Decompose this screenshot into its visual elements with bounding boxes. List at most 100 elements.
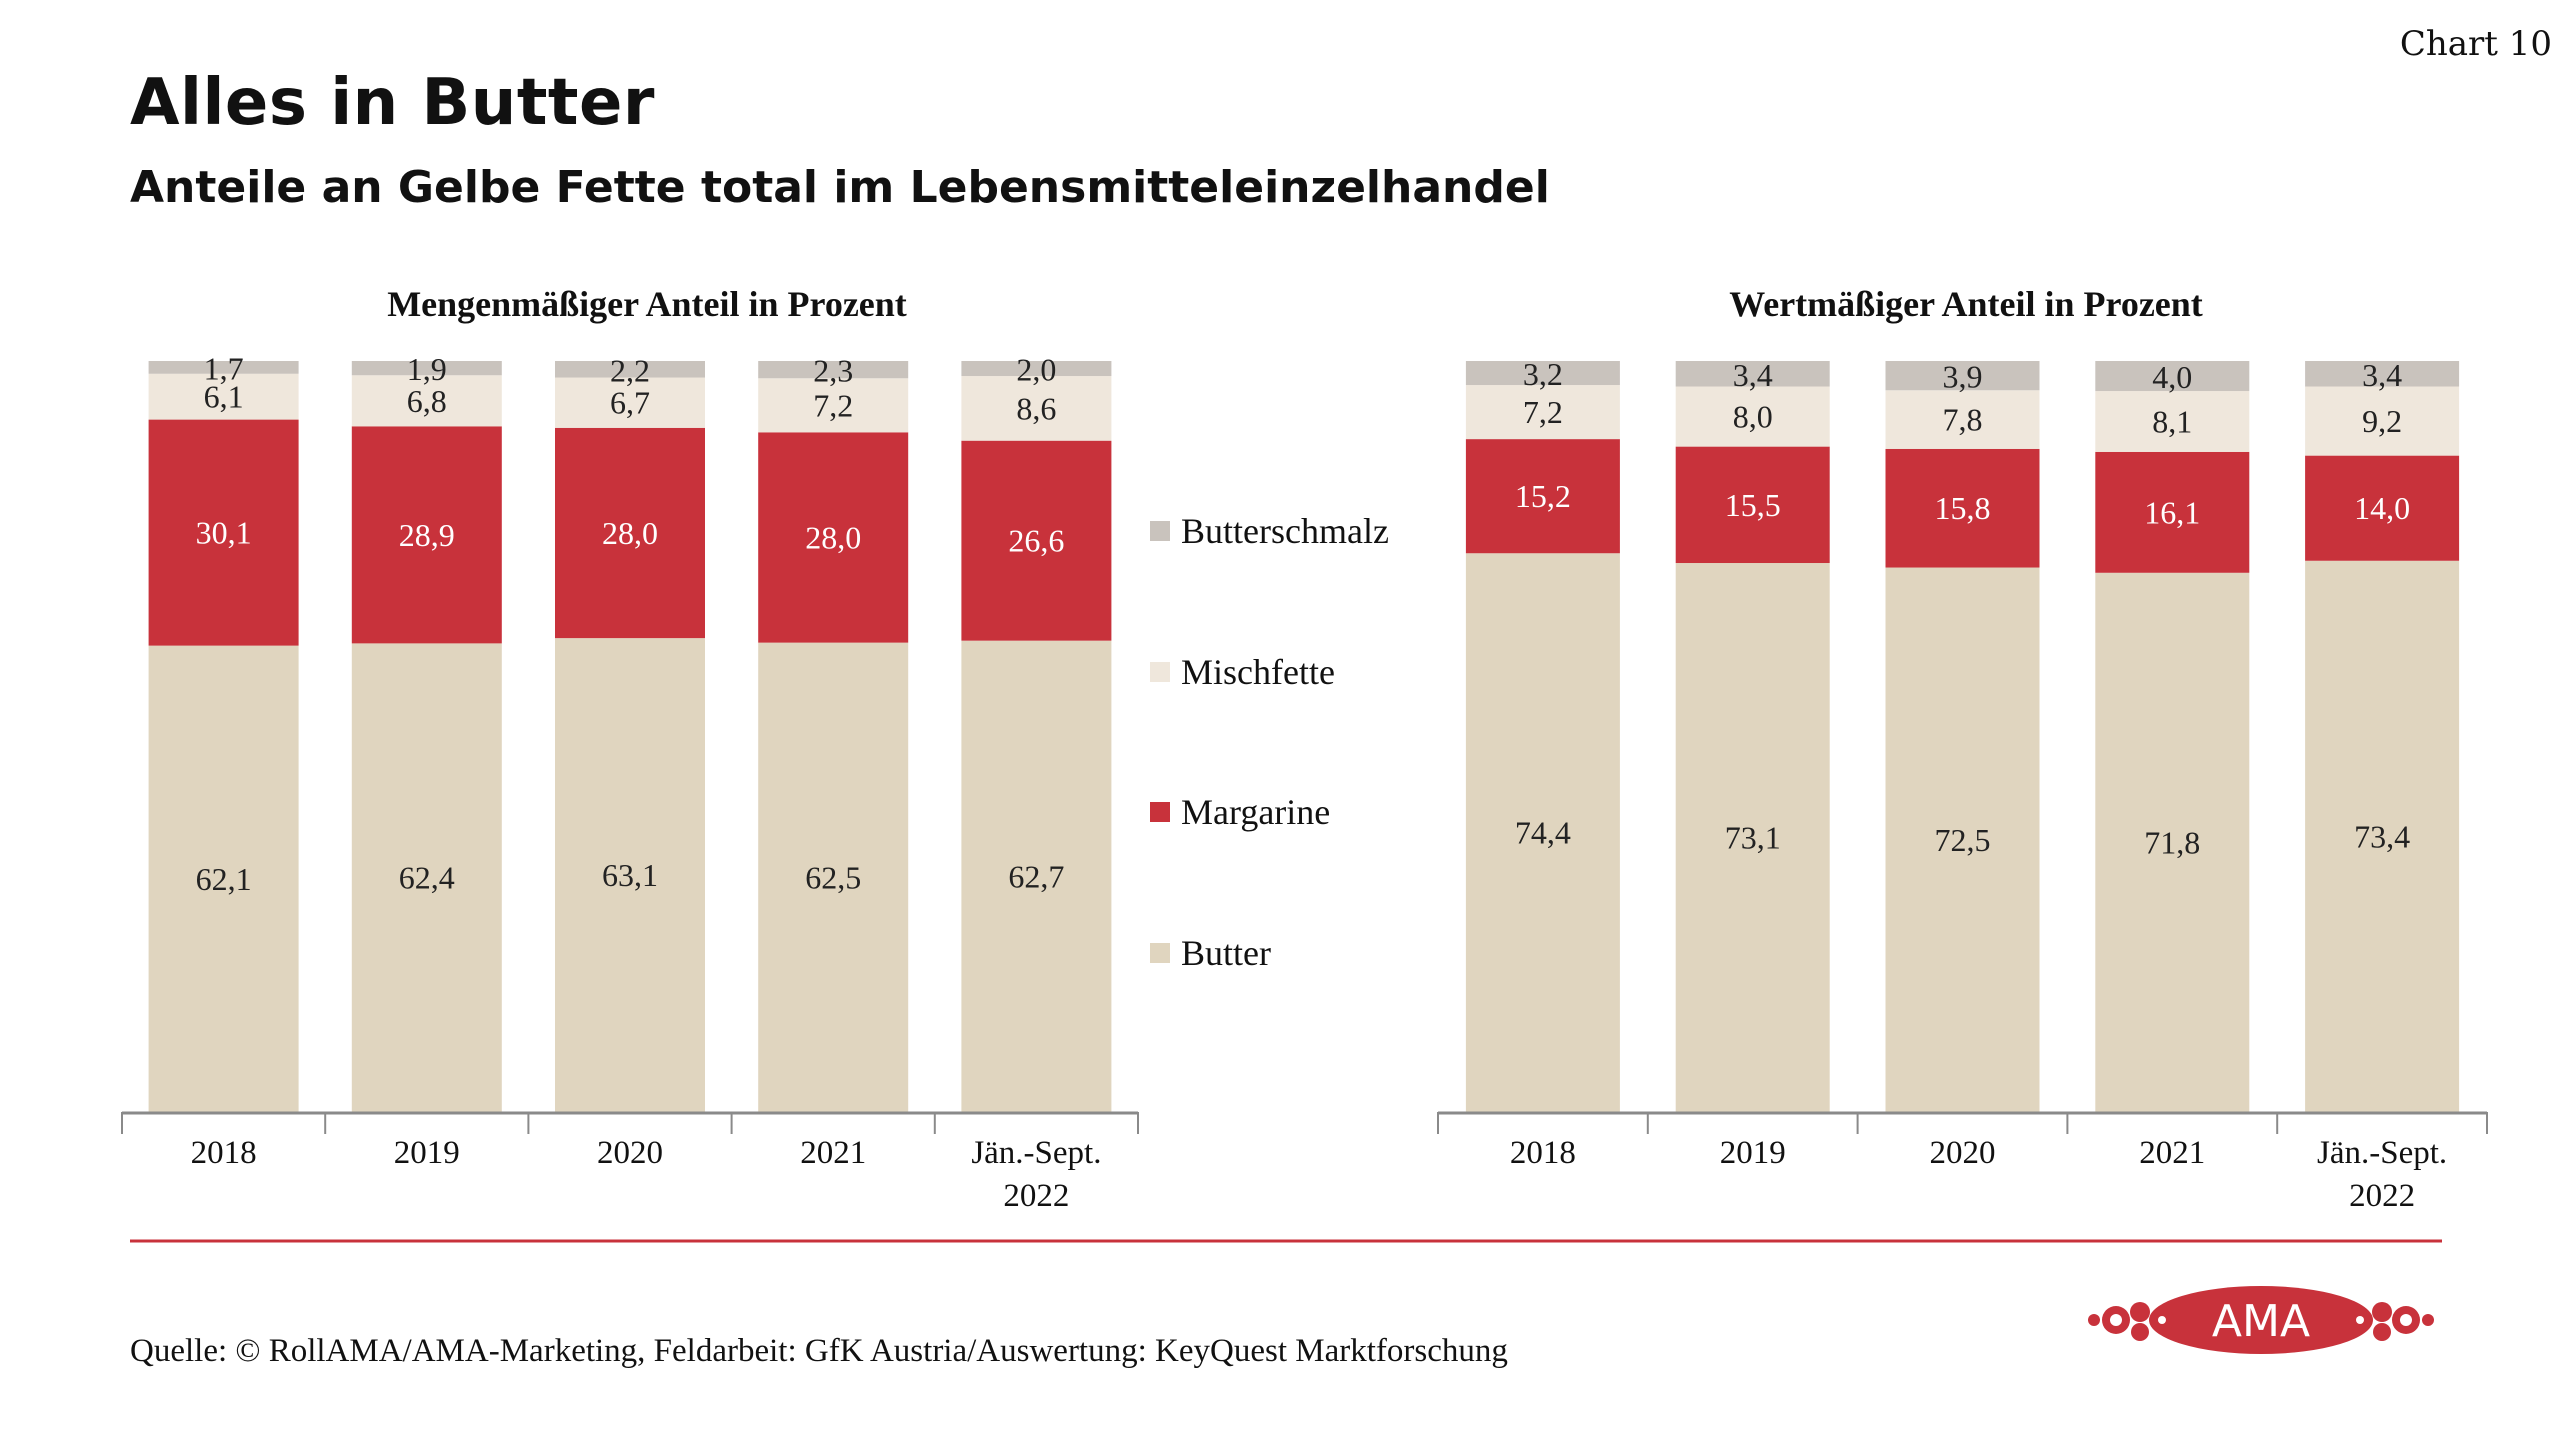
bar-segment-margarine [555,427,705,639]
data-label: 30,1 [196,515,252,551]
bar-segment-mischfette [555,377,705,428]
bar-segment-butterschmalz [758,361,909,379]
data-label: 8,0 [1733,399,1773,435]
x-tick-label: 2022 [2349,1178,2415,1214]
data-label: 7,2 [813,387,853,423]
bar-segment-mischfette [351,375,502,427]
data-label: 71,8 [2144,824,2200,860]
page-subtitle: Anteile an Gelbe Fette total im Lebensmi… [130,162,1550,213]
data-label: 28,0 [805,519,861,555]
bar-segment-butterschmalz [351,361,502,376]
data-label: 3,9 [1943,359,1983,395]
data-label: 3,4 [2362,357,2402,393]
data-label: 73,1 [1725,820,1781,856]
bar-segment-butter [2305,560,2460,1112]
data-label: 8,1 [2152,403,2192,439]
bar-segment-butter [961,640,1112,1112]
bar-segment-margarine [961,440,1112,641]
data-label: 2,0 [1016,352,1056,388]
x-tick-label: 2018 [191,1135,257,1171]
data-label: 2,2 [610,352,650,388]
x-tick-label: 2019 [1720,1135,1786,1171]
data-label: 26,6 [1008,523,1064,559]
data-label: 16,1 [2144,494,2200,530]
data-label: 62,7 [1008,858,1064,894]
data-label: 28,9 [399,517,455,553]
data-label: 4,0 [2152,359,2192,395]
data-label: 72,5 [1935,822,1991,858]
bar-segment-butterschmalz [2305,361,2460,387]
legend-label: Butterschmalz [1181,511,1389,551]
x-tick-label: 2020 [1930,1135,1996,1171]
bar-segment-mischfette [758,378,909,433]
bar-segment-margarine [1885,448,2040,568]
bar-segment-mischfette [1465,385,1620,440]
bar-segment-butter [351,643,502,1112]
legend-swatch-butter [1150,943,1170,963]
bar-segment-butterschmalz [555,361,705,378]
data-label: 62,5 [805,859,861,895]
bar-segment-butter [148,645,299,1112]
data-label: 3,2 [1523,356,1563,392]
legend-swatch-margarine [1150,802,1170,822]
x-tick-label: 2019 [394,1135,460,1171]
bar-segment-butter [2095,572,2250,1112]
data-label: 1,7 [204,350,244,386]
chart-number: Chart 10 [2399,24,2552,64]
legend-swatch-butterschmalz [1150,521,1170,541]
data-label: 9,2 [2362,403,2402,439]
bar-segment-butterschmalz [2095,361,2250,392]
data-label: 73,4 [2354,818,2410,854]
chart-title: Mengenmäßiger Anteil in Prozent [387,284,907,324]
bar-segment-margarine [351,426,502,644]
bar-segment-mischfette [2305,386,2460,456]
data-label: 6,8 [407,383,447,419]
bar-segment-margarine [1465,439,1620,554]
bar-segment-mischfette [148,373,299,420]
x-tick-label: 2018 [1510,1135,1576,1171]
x-tick-label: Jän.-Sept. [2317,1135,2447,1171]
bar-segment-margarine [1675,446,1830,564]
bar-segment-mischfette [961,376,1112,441]
data-label: 15,2 [1515,478,1571,514]
bar-segment-butterschmalz [148,361,299,374]
bar-segment-margarine [148,419,299,646]
bar-segment-butter [1885,567,2040,1112]
data-label: 7,8 [1943,402,1983,438]
bar-segment-mischfette [1885,390,2040,449]
bar-segment-mischfette [1675,386,1830,447]
data-label: 15,8 [1935,490,1991,526]
data-label: 62,4 [399,860,455,896]
data-label: 63,1 [602,857,658,893]
x-tick-label: Jän.-Sept. [971,1135,1101,1171]
data-label: 2,3 [813,353,853,389]
bar-segment-butterschmalz [1675,361,1830,387]
bar-segment-butterschmalz [961,361,1112,377]
data-label: 62,1 [196,861,252,897]
ama-logo: AMA [2088,1286,2434,1354]
legend-swatch-mischfette [1150,662,1170,682]
chart-title: Wertmäßiger Anteil in Prozent [1729,284,2203,324]
legend-label: Butter [1181,933,1271,973]
x-tick-label: 2022 [1003,1178,1069,1214]
bar-segment-butterschmalz [1885,361,2040,391]
bar-segment-butter [1675,563,1830,1112]
x-tick-label: 2021 [800,1135,866,1171]
bar-segment-margarine [2305,455,2460,561]
data-label: 6,7 [610,385,650,421]
source-note: Quelle: © RollAMA/AMA-Marketing, Feldarb… [130,1333,1508,1369]
bar-segment-butter [1465,553,1620,1112]
page-title: Alles in Butter [130,66,655,140]
bar-segment-margarine [758,432,909,643]
data-label: 74,4 [1515,815,1571,851]
svg-text:AMA: AMA [2212,1296,2310,1347]
bar-segment-margarine [2095,451,2250,573]
bar-segment-butter [758,642,909,1112]
x-tick-label: 2020 [597,1135,663,1171]
legend-label: Margarine [1181,792,1330,832]
bar-segment-mischfette [2095,391,2250,452]
data-label: 28,0 [602,515,658,551]
data-label: 1,9 [407,351,447,387]
data-label: 7,2 [1523,394,1563,430]
